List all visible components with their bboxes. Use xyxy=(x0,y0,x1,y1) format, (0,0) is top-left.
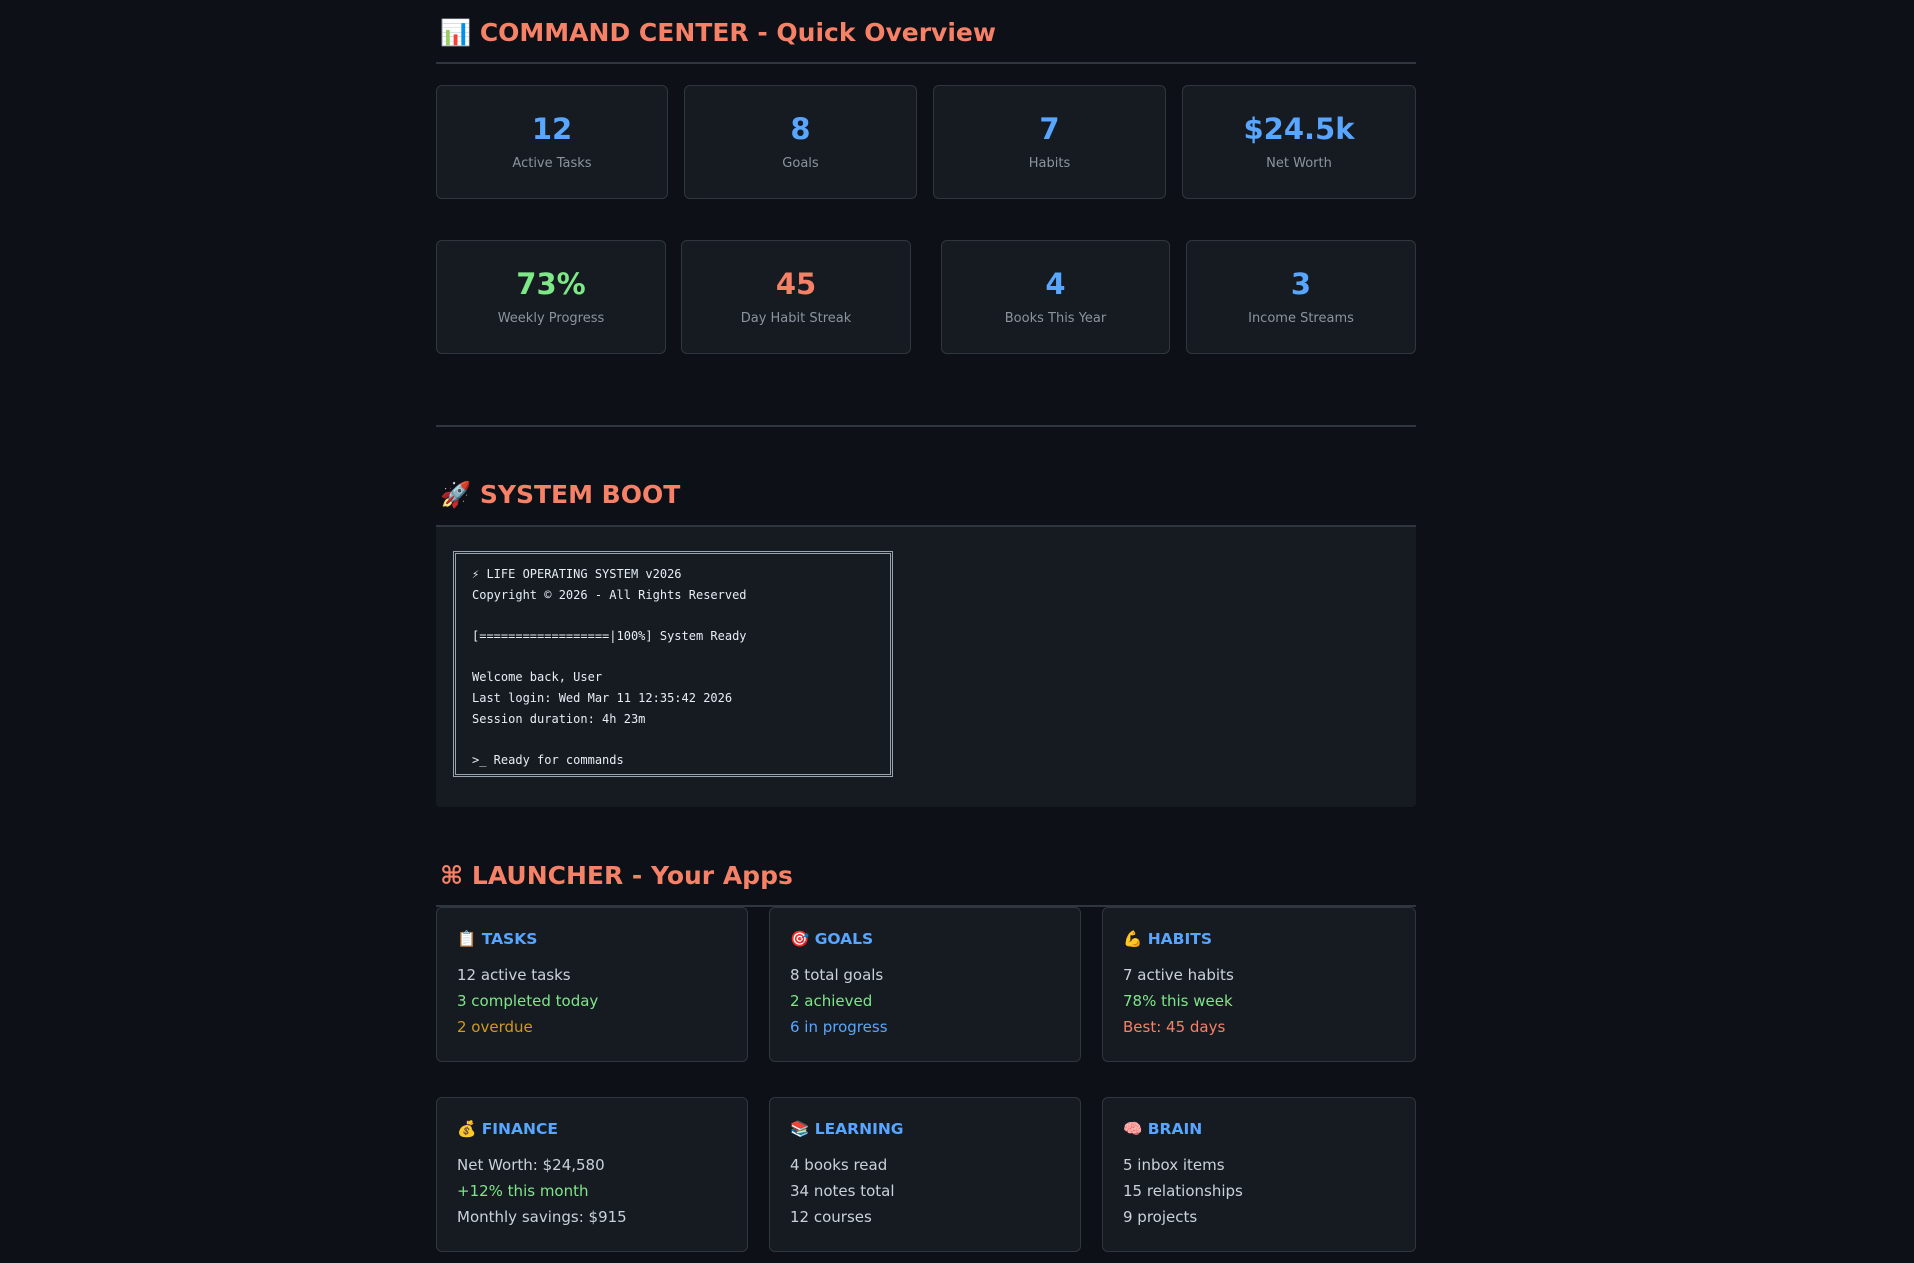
divider xyxy=(436,905,1416,907)
stat-card: 4 Books This Year xyxy=(941,240,1170,354)
stat-card: 73% Weekly Progress xyxy=(436,240,666,354)
app-stat: 78% this week xyxy=(1123,992,1233,1010)
stat-card: $24.5k Net Worth xyxy=(1182,85,1416,199)
app-card[interactable]: 💪 HABITS 7 active habits 78% this week Best… xyxy=(1102,907,1416,1062)
app-stat: 2 achieved xyxy=(790,992,873,1010)
stat-card: 7 Habits xyxy=(933,85,1166,199)
stat-value: 12 xyxy=(531,112,573,146)
terminal-line: ⚡ LIFE OPERATING SYSTEM v2026 xyxy=(472,567,682,581)
app-stat: Net Worth: $24,580 xyxy=(457,1156,605,1174)
app-stat: 3 completed today xyxy=(457,992,599,1010)
divider xyxy=(436,62,1416,64)
app-card[interactable]: 📋 TASKS 12 active tasks 3 completed today 2… xyxy=(436,907,748,1062)
stat-value: 7 xyxy=(1039,112,1060,146)
app-card[interactable]: 💰 FINANCE Net Worth: $24,580 +12% this mon… xyxy=(436,1097,748,1252)
divider xyxy=(436,425,1416,427)
stat-label: Books This Year xyxy=(1004,311,1107,326)
terminal-spacer xyxy=(472,647,890,668)
terminal-line: Welcome back, User xyxy=(472,670,603,685)
stat-value: 45 xyxy=(775,267,817,301)
stat-label: Active Tasks xyxy=(512,156,592,171)
app-title: 🧠 BRAIN xyxy=(1123,1120,1203,1138)
terminal-line: >_ Ready for commands xyxy=(472,753,624,768)
app-card[interactable]: 🎯 GOALS 8 total goals 2 achieved 6 in progr… xyxy=(769,907,1081,1062)
app-stat: +12% this month xyxy=(457,1182,589,1200)
app-title: 💪 HABITS xyxy=(1123,930,1212,948)
stat-value: 73% xyxy=(516,267,586,301)
terminal-line: Last login: Wed Mar 11 12:35:42 2026 xyxy=(472,691,733,706)
stat-label: Net Worth xyxy=(1266,156,1332,171)
app-title: 📚 LEARNING xyxy=(790,1120,904,1138)
stat-value: $24.5k xyxy=(1243,112,1355,146)
stat-card: 3 Income Streams xyxy=(1186,240,1416,354)
stat-value: 3 xyxy=(1290,267,1312,301)
stat-label: Weekly Progress xyxy=(497,311,605,326)
section-title: 🚀 SYSTEM BOOT xyxy=(440,480,681,509)
stat-card: 12 Active Tasks xyxy=(436,85,668,199)
app-stat: 6 in progress xyxy=(790,1018,888,1036)
stat-card: 45 Day Habit Streak xyxy=(681,240,911,354)
section-title: ⌘ LAUNCHER - Your Apps xyxy=(440,861,793,890)
app-stat: 34 notes total xyxy=(790,1182,895,1200)
section-title: 📊 COMMAND CENTER - Quick Overview xyxy=(440,18,996,47)
stat-value: 8 xyxy=(790,112,811,146)
terminal-line: Session duration: 4h 23m xyxy=(472,711,646,726)
app-card[interactable]: 📚 LEARNING 4 books read 34 notes total 12 c… xyxy=(769,1097,1081,1252)
app-stat: 2 overdue xyxy=(457,1018,533,1036)
terminal: ⚡ LIFE OPERATING SYSTEM v2026 Copyright ©… xyxy=(436,527,1416,807)
terminal-line: Copyright © 2026 - All Rights Reserved xyxy=(472,587,747,602)
app-title: 📋 TASKS xyxy=(457,930,538,948)
stat-label: Income Streams xyxy=(1248,311,1354,326)
app-title: 💰 FINANCE xyxy=(457,1120,558,1138)
app-stat: 15 relationships xyxy=(1123,1182,1243,1200)
app-stat: Monthly savings: $915 xyxy=(457,1208,627,1226)
app-stat: 12 active tasks xyxy=(457,966,571,984)
app-stat: 4 books read xyxy=(790,1156,888,1174)
terminal-spacer xyxy=(472,730,890,751)
stat-value: 4 xyxy=(1045,267,1066,301)
app-title: 🎯 GOALS xyxy=(790,930,874,948)
app-stat: 9 projects xyxy=(1123,1208,1198,1226)
divider xyxy=(436,525,1416,527)
terminal-line: [==================|100%] System Ready xyxy=(472,629,747,644)
app-stat: 7 active habits xyxy=(1123,966,1234,984)
terminal-box: ⚡ LIFE OPERATING SYSTEM v2026 Copyright ©… xyxy=(453,551,893,777)
app-card[interactable]: 🧠 BRAIN 5 inbox items 15 relationships 9 pr… xyxy=(1102,1097,1416,1252)
stat-label: Day Habit Streak xyxy=(740,311,852,326)
app-stat: Best: 45 days xyxy=(1123,1018,1226,1036)
stat-card: 8 Goals xyxy=(684,85,917,199)
stat-label: Goals xyxy=(782,156,819,171)
terminal-spacer xyxy=(472,605,890,626)
app-stat: 5 inbox items xyxy=(1123,1156,1225,1174)
app-stat: 8 total goals xyxy=(790,966,884,984)
stat-label: Habits xyxy=(1028,156,1071,171)
app-stat: 12 courses xyxy=(790,1208,872,1226)
